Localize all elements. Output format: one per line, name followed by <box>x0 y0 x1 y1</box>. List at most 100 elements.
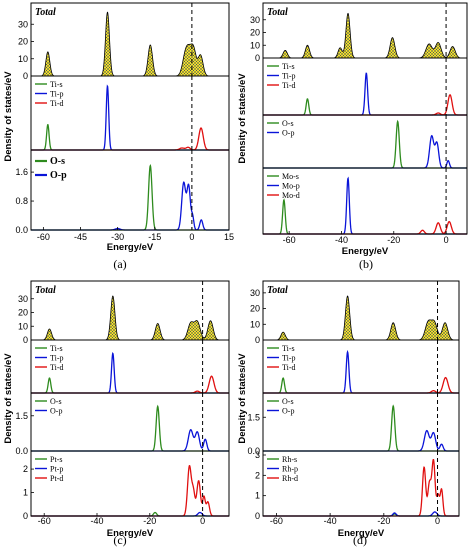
legend-entry: Ti-d <box>50 99 64 108</box>
y-tick-label: 20 <box>250 28 260 38</box>
x-tick-label: -20 <box>377 516 390 526</box>
y-tick-label: 0 <box>255 511 260 521</box>
panel-total: 0 10 20 30 Total <box>250 2 468 63</box>
legend-entry: Ti-s <box>50 80 63 89</box>
y-tick-label: 0 <box>255 53 260 63</box>
legend-entry: Mo-p <box>282 182 300 191</box>
dos-line-ti-d <box>31 127 229 151</box>
y-tick-label: 20 <box>18 37 28 47</box>
panel-o: 0.0 1.5 O-sO-p <box>247 392 460 456</box>
legend-entry: O-p <box>282 407 294 416</box>
legend-entry: O-s <box>282 119 294 128</box>
dos-line-ti-d <box>263 376 459 394</box>
x-tick-label: -60 <box>38 516 51 526</box>
total-dos-fill <box>31 12 229 76</box>
y-tick-label: 1.5 <box>247 412 260 422</box>
legend-entry: O-p <box>50 407 62 416</box>
legend-entry: Ti-p <box>282 354 296 363</box>
x-axis-label: Energy/eV <box>107 528 154 539</box>
y-tick-label: 0.0 <box>15 225 28 235</box>
panel-frame <box>30 149 230 231</box>
x-tick-label: -60 <box>270 516 283 526</box>
x-tick-label: 0 <box>189 232 194 242</box>
y-axis-label: Density of states/eV <box>237 73 248 164</box>
x-tick-label: -60 <box>37 232 50 242</box>
dos-line-ti-s <box>31 377 229 394</box>
panel-o: 0.0 1.5 O-sO-p <box>15 392 230 456</box>
legend-entry: Mo-s <box>282 172 299 181</box>
x-tick-label: -40 <box>335 235 348 245</box>
legend-entry: O-p <box>50 170 67 181</box>
total-dos-fill <box>263 13 467 59</box>
legend-entry: Ti-p <box>282 72 296 81</box>
total-label: Total <box>35 7 56 18</box>
y-tick-label: 20 <box>18 308 28 318</box>
y-axis-label: Density of states/eV <box>237 353 248 444</box>
panel-ti: Ti-sTi-pTi-d <box>262 57 468 116</box>
subfigure-a: 0 10 20 30 Total Ti-sTi-pTi-d 0.0 0.8 1.6 O-s O-p -… <box>3 2 234 271</box>
legend-entry: Ti-p <box>50 354 64 363</box>
x-axis-label: Energy/eV <box>342 246 389 257</box>
total-label: Total <box>267 7 288 18</box>
dos-line-o-p <box>263 134 467 169</box>
legend-entry: Ti-d <box>50 363 64 372</box>
y-tick-label: 30 <box>250 288 260 298</box>
panel-total: 0 10 20 30 Total <box>18 280 230 345</box>
panel-ti: Ti-sTi-pTi-d <box>30 339 230 394</box>
x-tick-label: 0 <box>200 516 205 526</box>
dos-line-mo-s <box>263 198 467 235</box>
y-tick-label: 0 <box>23 71 28 81</box>
y-tick-label: 3 <box>255 450 260 460</box>
panel-frame <box>30 450 230 517</box>
legend-entry: Ti-d <box>282 81 296 90</box>
panel-total: 0 10 20 30 Total <box>250 280 460 345</box>
subfigure-c: 0 10 20 30 Total Ti-sTi-pTi-d 0.0 1.5 O-sO-p 0 1 2 P… <box>3 280 230 547</box>
panel-ti: Ti-sTi-pTi-d <box>262 339 460 394</box>
total-dos-fill <box>263 296 459 340</box>
panel-frame <box>262 450 460 517</box>
subfigure-caption: (b) <box>359 257 373 271</box>
y-tick-label: 0.0 <box>15 446 28 456</box>
y-tick-label: 10 <box>18 54 28 64</box>
x-tick-label: -20 <box>387 235 400 245</box>
y-tick-label: 10 <box>250 319 260 329</box>
legend-entry: Pt-s <box>50 455 62 464</box>
x-tick-label: 0 <box>435 516 440 526</box>
legend-entry: O-p <box>282 129 294 138</box>
legend-entry: Ti-s <box>282 62 295 71</box>
subfigure-caption: (a) <box>113 257 126 271</box>
y-tick-label: 1 <box>255 491 260 501</box>
y-tick-label: 30 <box>250 15 260 25</box>
panel-frame <box>262 167 468 235</box>
legend-entry: Rh-s <box>282 455 297 464</box>
legend-entry: Ti-d <box>282 363 296 372</box>
subfigure-b: 0102030TotalTi-sTi-pTi-dO-sO-pMo-sMo-pMo… <box>237 2 468 271</box>
total-dos-fill <box>31 296 229 340</box>
panel-total: 0 10 20 30 Total <box>18 2 230 81</box>
y-tick-label: 20 <box>250 304 260 314</box>
y-tick-label: 1.5 <box>15 411 28 421</box>
y-tick-label: 10 <box>18 321 28 331</box>
panel-ti: Ti-sTi-pTi-d <box>30 75 230 151</box>
y-axis-label: Density of states/eV <box>3 353 14 444</box>
legend-entry: O-s <box>50 397 62 406</box>
dos-line-o-p <box>31 181 229 231</box>
legend-entry: Ti-s <box>50 344 63 353</box>
x-tick-label: 0 <box>444 235 449 245</box>
total-label: Total <box>267 285 288 296</box>
x-tick-label: -60 <box>283 235 296 245</box>
y-tick-label: 0 <box>23 335 28 345</box>
panel-o: O-sO-p <box>262 114 468 169</box>
y-tick-label: 0.8 <box>15 196 28 206</box>
panel-o: 0.0 0.8 1.6 O-s O-p <box>15 149 230 235</box>
x-tick-label: 15 <box>224 232 234 242</box>
panel-mo: Mo-sMo-pMo-d <box>262 167 468 235</box>
dos-line-o-p <box>31 428 229 452</box>
x-tick-label: -15 <box>148 232 161 242</box>
y-axis-label: Density of states/eV <box>3 71 14 162</box>
dos-line-o-p <box>263 429 459 452</box>
y-tick-label: 0 <box>23 511 28 521</box>
y-tick-label: 30 <box>18 294 28 304</box>
